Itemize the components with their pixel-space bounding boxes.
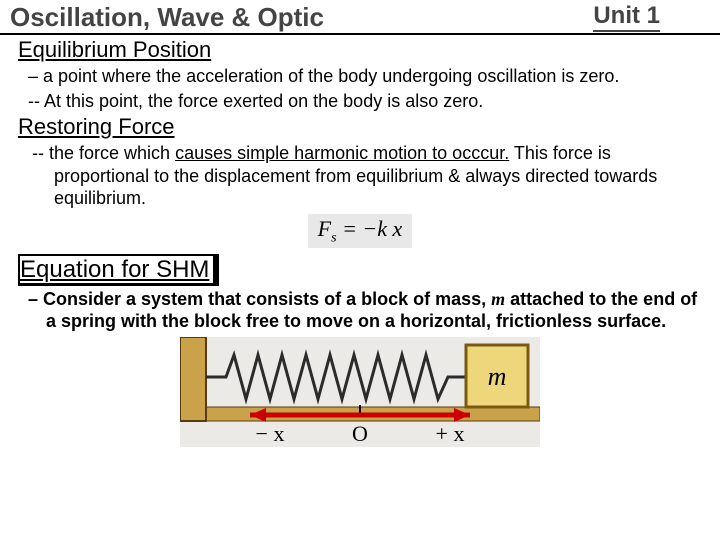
formula-row: Fs = −k x — [18, 214, 702, 248]
restoring-underlined: causes simple harmonic motion to occcur. — [175, 143, 509, 163]
heading-equilibrium: Equilibrium Position — [18, 37, 702, 63]
heading-shm: Equation for SHM — [20, 256, 213, 283]
diagram-container: m − x O + x — [18, 337, 702, 452]
shm-mass-symbol: m — [491, 289, 505, 309]
diagram-mass-label: m — [488, 362, 507, 391]
diagram-origin: O — [352, 421, 368, 446]
restoring-text: -- the force which causes simple harmoni… — [18, 142, 702, 210]
diagram-plus-x: + x — [436, 421, 465, 446]
restoring-pre: -- the force which — [32, 143, 175, 163]
formula-box: Fs = −k x — [308, 214, 413, 248]
heading-restoring: Restoring Force — [18, 114, 702, 140]
page-title-right: Unit 1 — [593, 2, 660, 32]
shm-pre: – Consider a system that consists of a b… — [28, 289, 491, 309]
equilibrium-bullet-1: – a point where the acceleration of the … — [18, 65, 702, 88]
spring-mass-diagram: m − x O + x — [180, 337, 540, 447]
diagram-minus-x: − x — [256, 421, 285, 446]
shm-text: – Consider a system that consists of a b… — [18, 288, 702, 333]
formula-rest: = −k x — [337, 216, 403, 241]
page-title-left: Oscillation, Wave & Optic — [10, 2, 324, 33]
equilibrium-bullet-2: -- At this point, the force exerted on t… — [18, 90, 702, 113]
heading-shm-wrap: Equation for SHM — [18, 254, 219, 286]
formula-f: F — [318, 216, 331, 241]
